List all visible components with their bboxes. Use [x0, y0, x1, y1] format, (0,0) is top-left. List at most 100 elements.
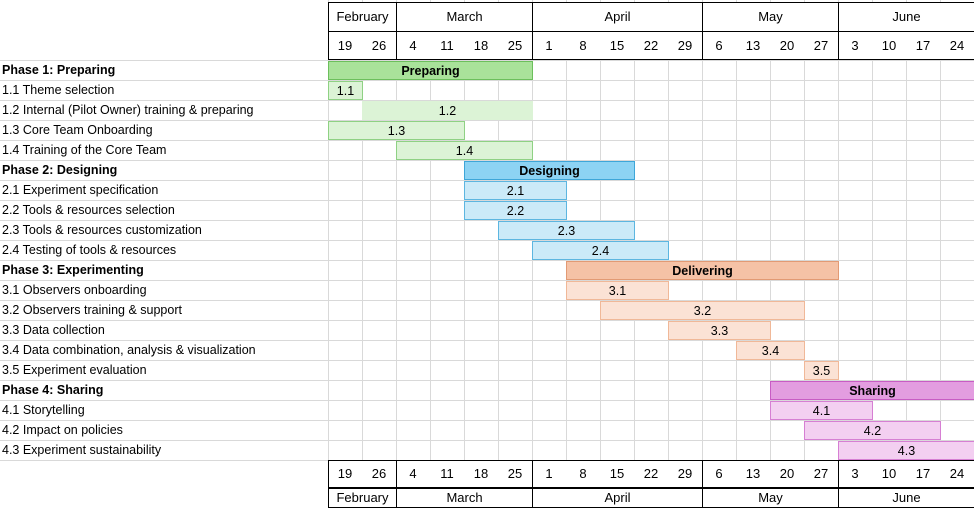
month-separator [328, 31, 329, 60]
grid-line-vertical [804, 0, 805, 508]
month-header-top-1: March [396, 2, 533, 32]
grid-line-vertical [464, 0, 465, 508]
month-header-bottom-3: May [702, 488, 839, 508]
phase-bar: Delivering [566, 261, 839, 280]
grid-line-vertical [838, 0, 839, 508]
grid-line-horizontal [0, 140, 974, 141]
grid-line-horizontal [0, 60, 974, 61]
phase-bar: Designing [464, 161, 635, 180]
week-header-top-day: 15 [600, 31, 634, 60]
task-label: 4.1 Storytelling [2, 403, 85, 417]
grid-line-vertical [736, 0, 737, 508]
grid-line-horizontal [0, 220, 974, 221]
task-bar: 1.2 [362, 101, 533, 120]
month-separator [838, 31, 839, 60]
grid-line-vertical [362, 0, 363, 508]
month-header-top-2: April [532, 2, 703, 32]
grid-line-horizontal [0, 340, 974, 341]
month-separator [702, 31, 703, 60]
week-header-bottom-day: 24 [940, 460, 974, 488]
week-header-bottom-day: 1 [532, 460, 566, 488]
grid-line-vertical [328, 0, 329, 508]
task-label: 3.3 Data collection [2, 323, 105, 337]
month-separator [328, 460, 329, 488]
task-label: 4.2 Impact on policies [2, 423, 123, 437]
week-header-bottom-day: 10 [872, 460, 906, 488]
grid-line-horizontal [0, 80, 974, 81]
grid-line-vertical [498, 0, 499, 508]
month-header-top-3: May [702, 2, 839, 32]
week-header-bottom-day: 6 [702, 460, 736, 488]
grid-line-vertical [770, 0, 771, 508]
grid-line-horizontal [0, 160, 974, 161]
task-bar: 1.4 [396, 141, 533, 160]
week-header-top-day: 10 [872, 31, 906, 60]
month-header-bottom-1: March [396, 488, 533, 508]
grid-line-vertical [430, 0, 431, 508]
task-label: 1.3 Core Team Onboarding [2, 123, 153, 137]
grid-line-horizontal [0, 100, 974, 101]
week-header-bottom-day: 3 [838, 460, 872, 488]
grid-line-horizontal [0, 360, 974, 361]
grid-line-horizontal [0, 200, 974, 201]
task-bar: 3.2 [600, 301, 805, 320]
week-header-bottom-day: 4 [396, 460, 430, 488]
week-header-top-day: 6 [702, 31, 736, 60]
week-header-bottom-day: 17 [906, 460, 940, 488]
grid-line-horizontal [0, 180, 974, 181]
task-label: 4.3 Experiment sustainability [2, 443, 162, 457]
grid-line-horizontal [0, 260, 974, 261]
week-header-bottom-day: 26 [362, 460, 396, 488]
phase-label: Phase 2: Designing [2, 163, 118, 177]
task-label: 3.2 Observers training & support [2, 303, 182, 317]
week-header-bottom-day: 29 [668, 460, 702, 488]
grid-line-horizontal [0, 300, 974, 301]
task-label: 3.4 Data combination, analysis & visuali… [2, 343, 256, 357]
week-header-top-day: 26 [362, 31, 396, 60]
grid-line-horizontal [0, 400, 974, 401]
month-header-bottom-0: February [328, 488, 397, 508]
task-label: 1.2 Internal (Pilot Owner) training & pr… [2, 103, 254, 117]
task-bar: 2.3 [498, 221, 635, 240]
task-bar: 4.3 [838, 441, 974, 460]
grid-line-horizontal [0, 240, 974, 241]
task-bar: 1.1 [328, 81, 363, 100]
task-bar: 3.4 [736, 341, 805, 360]
week-header-top-day: 4 [396, 31, 430, 60]
week-header-top-day: 25 [498, 31, 532, 60]
week-header-bottom-day: 13 [736, 460, 770, 488]
task-label: 2.1 Experiment specification [2, 183, 159, 197]
task-bar: 3.5 [804, 361, 839, 380]
month-separator [532, 31, 533, 60]
grid-line-horizontal [0, 120, 974, 121]
task-bar: 2.4 [532, 241, 669, 260]
grid-line-vertical [396, 0, 397, 508]
task-bar: 3.3 [668, 321, 771, 340]
month-header-bottom-2: April [532, 488, 703, 508]
grid-line-vertical [702, 0, 703, 508]
week-header-bottom-day: 18 [464, 460, 498, 488]
month-header-top-4: June [838, 2, 974, 32]
month-header-top-0: February [328, 2, 397, 32]
task-bar: 2.1 [464, 181, 567, 200]
grid-line-horizontal [0, 320, 974, 321]
task-label: 2.4 Testing of tools & resources [2, 243, 177, 257]
month-separator [702, 460, 703, 488]
phase-bar: Sharing [770, 381, 974, 400]
phase-label: Phase 3: Experimenting [2, 263, 144, 277]
grid-line-vertical [872, 0, 873, 508]
week-header-top-day: 20 [770, 31, 804, 60]
week-header-bottom-day: 15 [600, 460, 634, 488]
task-label: 2.3 Tools & resources customization [2, 223, 202, 237]
grid-line-horizontal [0, 420, 974, 421]
task-bar: 2.2 [464, 201, 567, 220]
task-bar: 4.1 [770, 401, 873, 420]
week-header-bottom-day: 8 [566, 460, 600, 488]
task-label: 3.1 Observers onboarding [2, 283, 147, 297]
week-header-bottom-day: 19 [328, 460, 362, 488]
month-separator [396, 460, 397, 488]
week-header-bottom-day: 25 [498, 460, 532, 488]
grid-line-horizontal [0, 280, 974, 281]
week-header-top-day: 27 [804, 31, 838, 60]
